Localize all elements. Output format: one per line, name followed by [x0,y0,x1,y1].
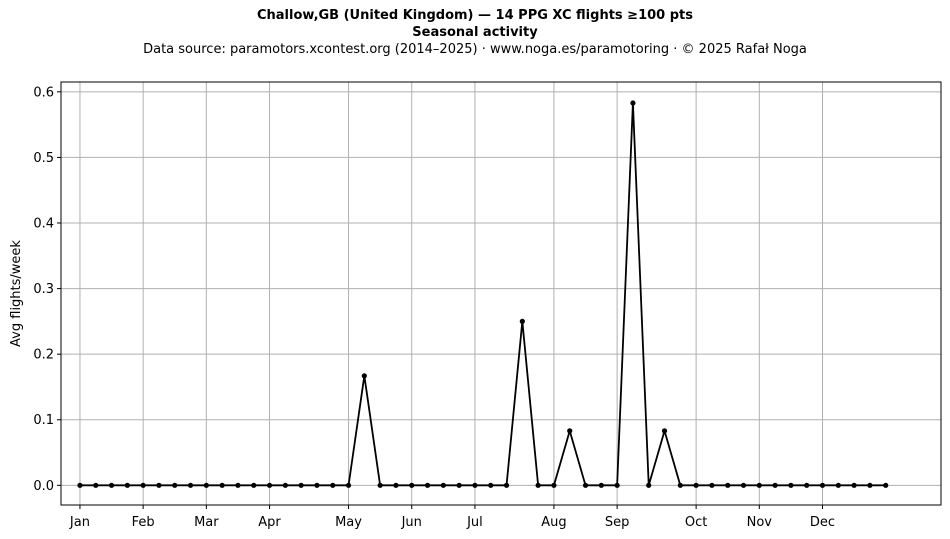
y-axis-ticks: 0.0 0.1 0.2 0.3 0.4 0.5 0.6 [33,85,61,494]
data-point [393,482,399,488]
data-point [314,482,320,488]
data-point [646,482,652,488]
x-tick-label: Feb [132,515,155,530]
chart-subtitle: Seasonal activity [412,25,538,40]
data-point [725,482,731,488]
data-point [140,482,146,488]
data-point [282,482,288,488]
y-tick-label: 0.4 [33,217,54,232]
data-point [661,428,668,434]
data-point [582,482,589,488]
data-point [409,482,415,488]
series-line [79,102,886,487]
data-point [424,482,431,488]
x-tick-label: Mar [194,515,219,530]
data-point [772,482,778,488]
series-layer [77,100,889,488]
y-tick-label: 0.2 [33,348,54,363]
plot-frame [60,81,942,506]
data-point [677,482,683,488]
x-tick-label: Dec [810,515,835,530]
x-tick-label: Jun [401,515,422,530]
data-point [298,482,304,488]
data-point [377,482,383,488]
data-point [519,318,525,324]
data-point [219,482,225,488]
data-point [567,428,573,434]
y-axis-label: Avg flights/week [9,240,24,347]
data-point [203,482,209,488]
y-tick-label: 0.0 [33,479,54,494]
data-point [156,482,162,488]
grid [61,82,941,505]
y-tick-label: 0.1 [33,413,54,428]
data-point [251,482,257,488]
data-point [266,482,273,488]
x-tick-label: Oct [685,515,707,530]
data-point [503,482,510,488]
y-tick-label: 0.3 [33,282,54,297]
data-point [235,482,241,488]
data-point [330,482,336,488]
data-point [740,482,747,488]
data-point [93,482,99,488]
data-point [345,482,352,488]
data-point [693,482,699,488]
y-tick-label: 0.5 [33,151,54,166]
data-point [77,482,83,488]
data-point [630,100,636,106]
x-axis-ticks: Jan Feb Mar Apr May Jun Jul Aug Sep Oct Nov Dec [69,505,835,530]
y-tick-label: 0.6 [33,85,54,100]
source-note: Data source: paramotors.xcontest.org (20… [143,42,807,57]
data-point [108,482,115,488]
data-point [756,482,762,488]
data-point [488,482,494,488]
data-point [835,482,841,488]
x-tick-label: May [335,515,362,530]
x-tick-label: Apr [258,515,281,530]
data-point [788,482,794,488]
data-point [614,482,620,488]
data-point [819,482,826,488]
x-tick-label: Jan [69,515,90,530]
data-point [472,482,478,488]
data-point [124,482,130,488]
data-point [804,482,810,488]
data-point [551,482,557,488]
data-point [440,482,446,488]
data-point [456,482,462,488]
data-point [883,482,889,488]
data-point [867,482,873,488]
chart-title: Challow,GB (United Kingdom) — 14 PPG XC … [256,8,693,23]
x-tick-label: Sep [605,515,630,530]
x-tick-label: Aug [541,515,566,530]
data-point [187,482,194,488]
data-point [172,482,178,488]
data-point [535,482,541,488]
data-point [361,373,367,379]
x-tick-label: Jul [466,515,483,530]
x-tick-label: Nov [747,515,773,530]
data-point [598,482,604,488]
data-point [851,482,857,488]
data-point [709,482,715,488]
